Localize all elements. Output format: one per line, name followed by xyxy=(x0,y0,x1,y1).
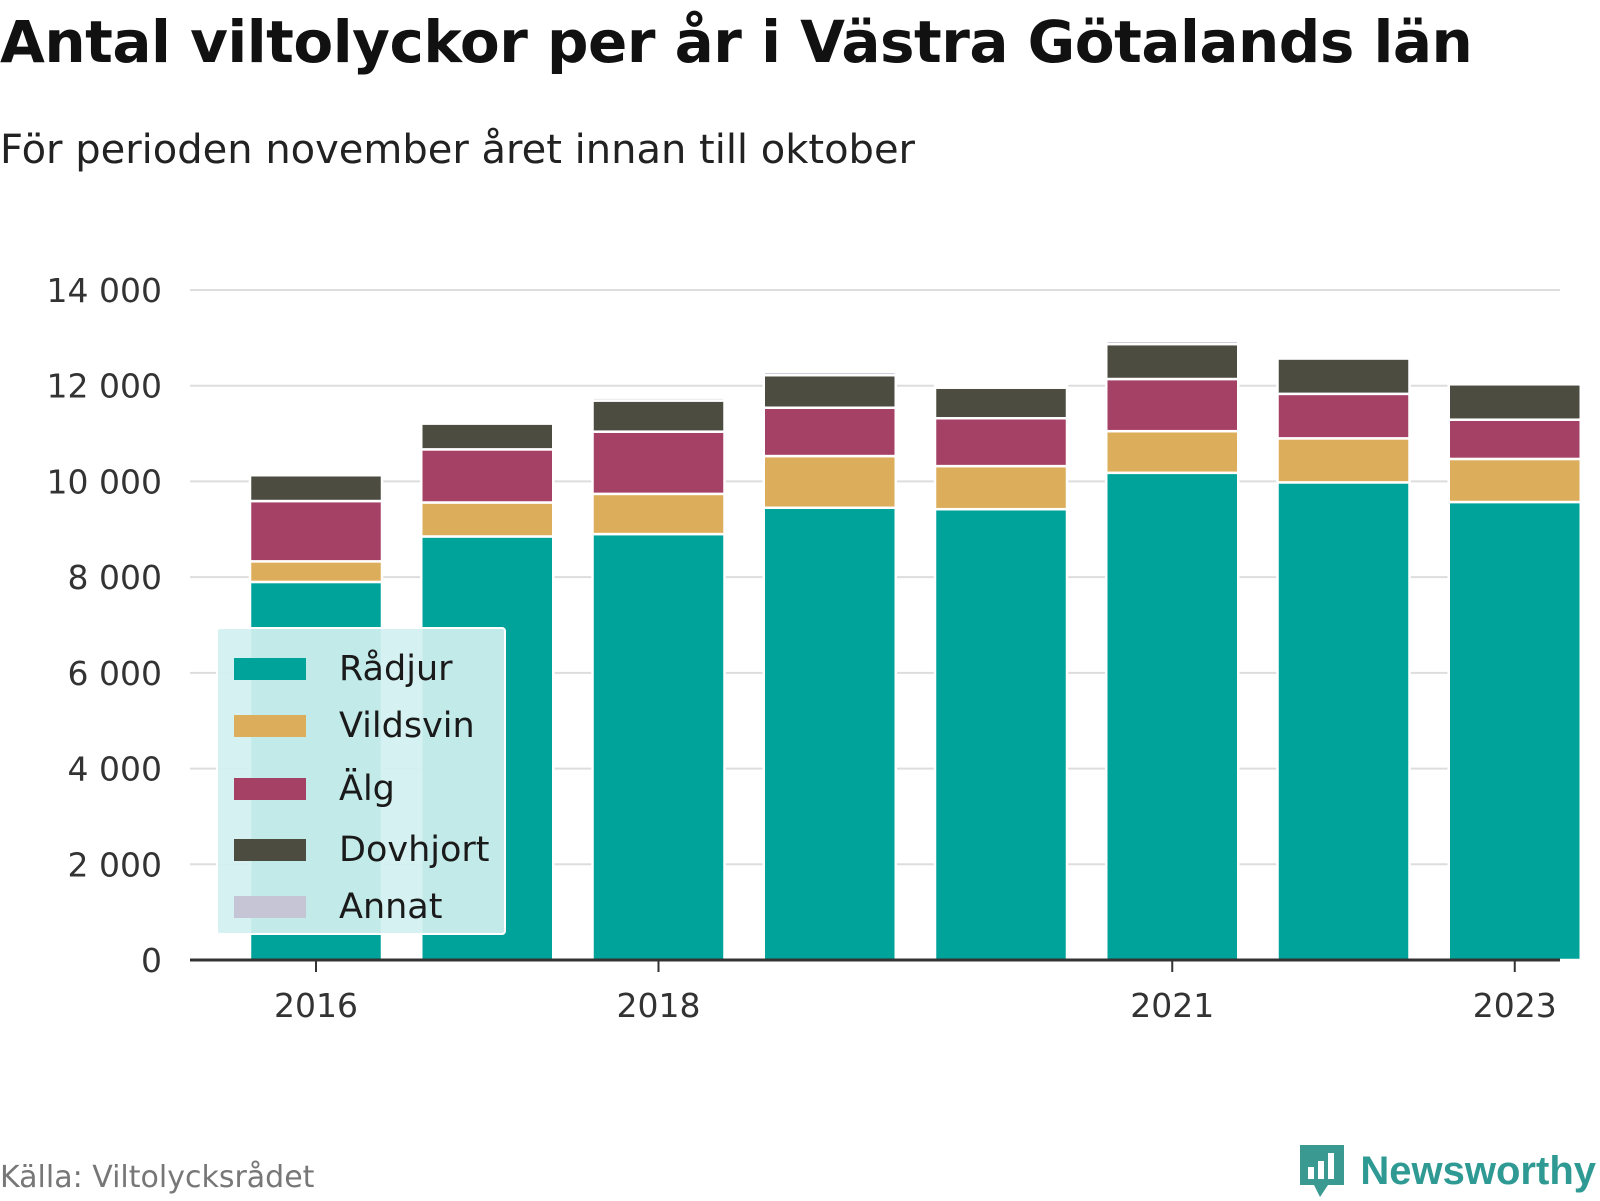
legend-label: Vildsvin xyxy=(339,706,475,746)
y-tick-label: 2 000 xyxy=(68,845,162,884)
y-tick-label: 4 000 xyxy=(68,750,162,789)
bar-segment-dovhjort xyxy=(248,473,384,503)
bar-segment-dovhjort xyxy=(591,399,726,433)
legend-label: Älg xyxy=(339,769,395,809)
y-tick-label: 14 000 xyxy=(47,271,162,310)
y-tick-label: 10 000 xyxy=(47,462,162,501)
legend-label: Dovhjort xyxy=(339,830,490,870)
bar-segment-rådjur xyxy=(933,507,1069,962)
x-tick-label: 2018 xyxy=(617,986,701,1025)
legend-item: Rådjur xyxy=(234,649,453,689)
bar-segment-annat xyxy=(1447,382,1582,386)
bar-segment-älg xyxy=(248,499,384,563)
x-tick-label: 2023 xyxy=(1473,986,1557,1025)
bar-segment-annat xyxy=(248,472,384,477)
legend-swatch xyxy=(234,778,306,800)
legend-swatch xyxy=(234,658,306,680)
brand-name: Newsworthy xyxy=(1360,1148,1596,1193)
bar-segment-dovhjort xyxy=(762,373,897,409)
bar-segment-vildsvin xyxy=(420,501,555,538)
bar-segment-älg xyxy=(1447,418,1582,461)
bar-segment-annat xyxy=(591,396,726,402)
source-note: Källa: Viltolycksrådet xyxy=(0,1160,315,1195)
chart-subtitle: För perioden november året innan till ok… xyxy=(0,127,915,173)
bar-segment-vildsvin xyxy=(591,492,726,536)
bar-segment-vildsvin xyxy=(762,454,897,510)
x-tick-label: 2016 xyxy=(274,986,358,1025)
legend-item: Älg xyxy=(234,769,395,809)
bar-segment-vildsvin xyxy=(248,560,384,584)
bar-segment-älg xyxy=(591,430,726,496)
bar-segment-annat xyxy=(420,420,555,425)
bar-segment-vildsvin xyxy=(1105,429,1240,475)
y-tick-label: 12 000 xyxy=(47,367,162,406)
bar-segment-älg xyxy=(762,406,897,458)
axes: 0 2 000 4 000 6 000 8 000 10 000 12 000 14 000 2… xyxy=(47,271,1560,1025)
y-tick-label: 0 xyxy=(141,941,162,980)
bar-segment-vildsvin xyxy=(933,464,1069,511)
legend-item: Dovhjort xyxy=(234,830,490,870)
y-tick-label: 8 000 xyxy=(68,558,162,597)
bar-segment-dovhjort xyxy=(1447,383,1582,421)
bar-segment-rådjur xyxy=(1105,471,1240,962)
bar-segment-dovhjort xyxy=(1105,342,1240,381)
legend-swatch xyxy=(234,839,306,861)
legend: Rådjur Vildsvin Älg Dovhjort Annat xyxy=(216,627,506,935)
bar-segment-älg xyxy=(1276,392,1411,440)
legend-swatch xyxy=(234,715,306,737)
legend-label: Annat xyxy=(339,887,443,927)
bar-segment-dovhjort xyxy=(933,386,1069,420)
bar-segment-vildsvin xyxy=(1276,437,1411,484)
bar-segment-dovhjort xyxy=(420,422,555,451)
bar-segment-rådjur xyxy=(1447,500,1582,962)
y-tick-label: 6 000 xyxy=(68,654,162,693)
newsworthy-logo-icon xyxy=(1300,1145,1345,1197)
bar-segment-älg xyxy=(933,417,1069,468)
bar-segment-rådjur xyxy=(591,532,726,962)
bar-segment-älg xyxy=(420,448,555,504)
legend-label: Rådjur xyxy=(339,649,453,689)
brand-logo: Newsworthy xyxy=(1296,1141,1596,1201)
bar-segment-annat xyxy=(1276,356,1411,360)
legend-item: Annat xyxy=(234,887,442,927)
x-tick-label: 2021 xyxy=(1130,986,1214,1025)
legend-swatch xyxy=(234,896,306,918)
bar-segment-rådjur xyxy=(762,506,897,962)
bar-segment-annat xyxy=(762,370,897,377)
legend-item: Vildsvin xyxy=(234,706,475,746)
bar-segment-annat xyxy=(933,383,1069,389)
bar-segment-älg xyxy=(1105,377,1240,433)
chart-title: Antal viltolyckor per år i Västra Götala… xyxy=(0,8,1473,76)
bar-segment-dovhjort xyxy=(1276,357,1411,396)
bar-segment-rådjur xyxy=(1276,481,1411,962)
bar-segment-vildsvin xyxy=(1447,457,1582,504)
bar-segment-annat xyxy=(1105,339,1240,346)
